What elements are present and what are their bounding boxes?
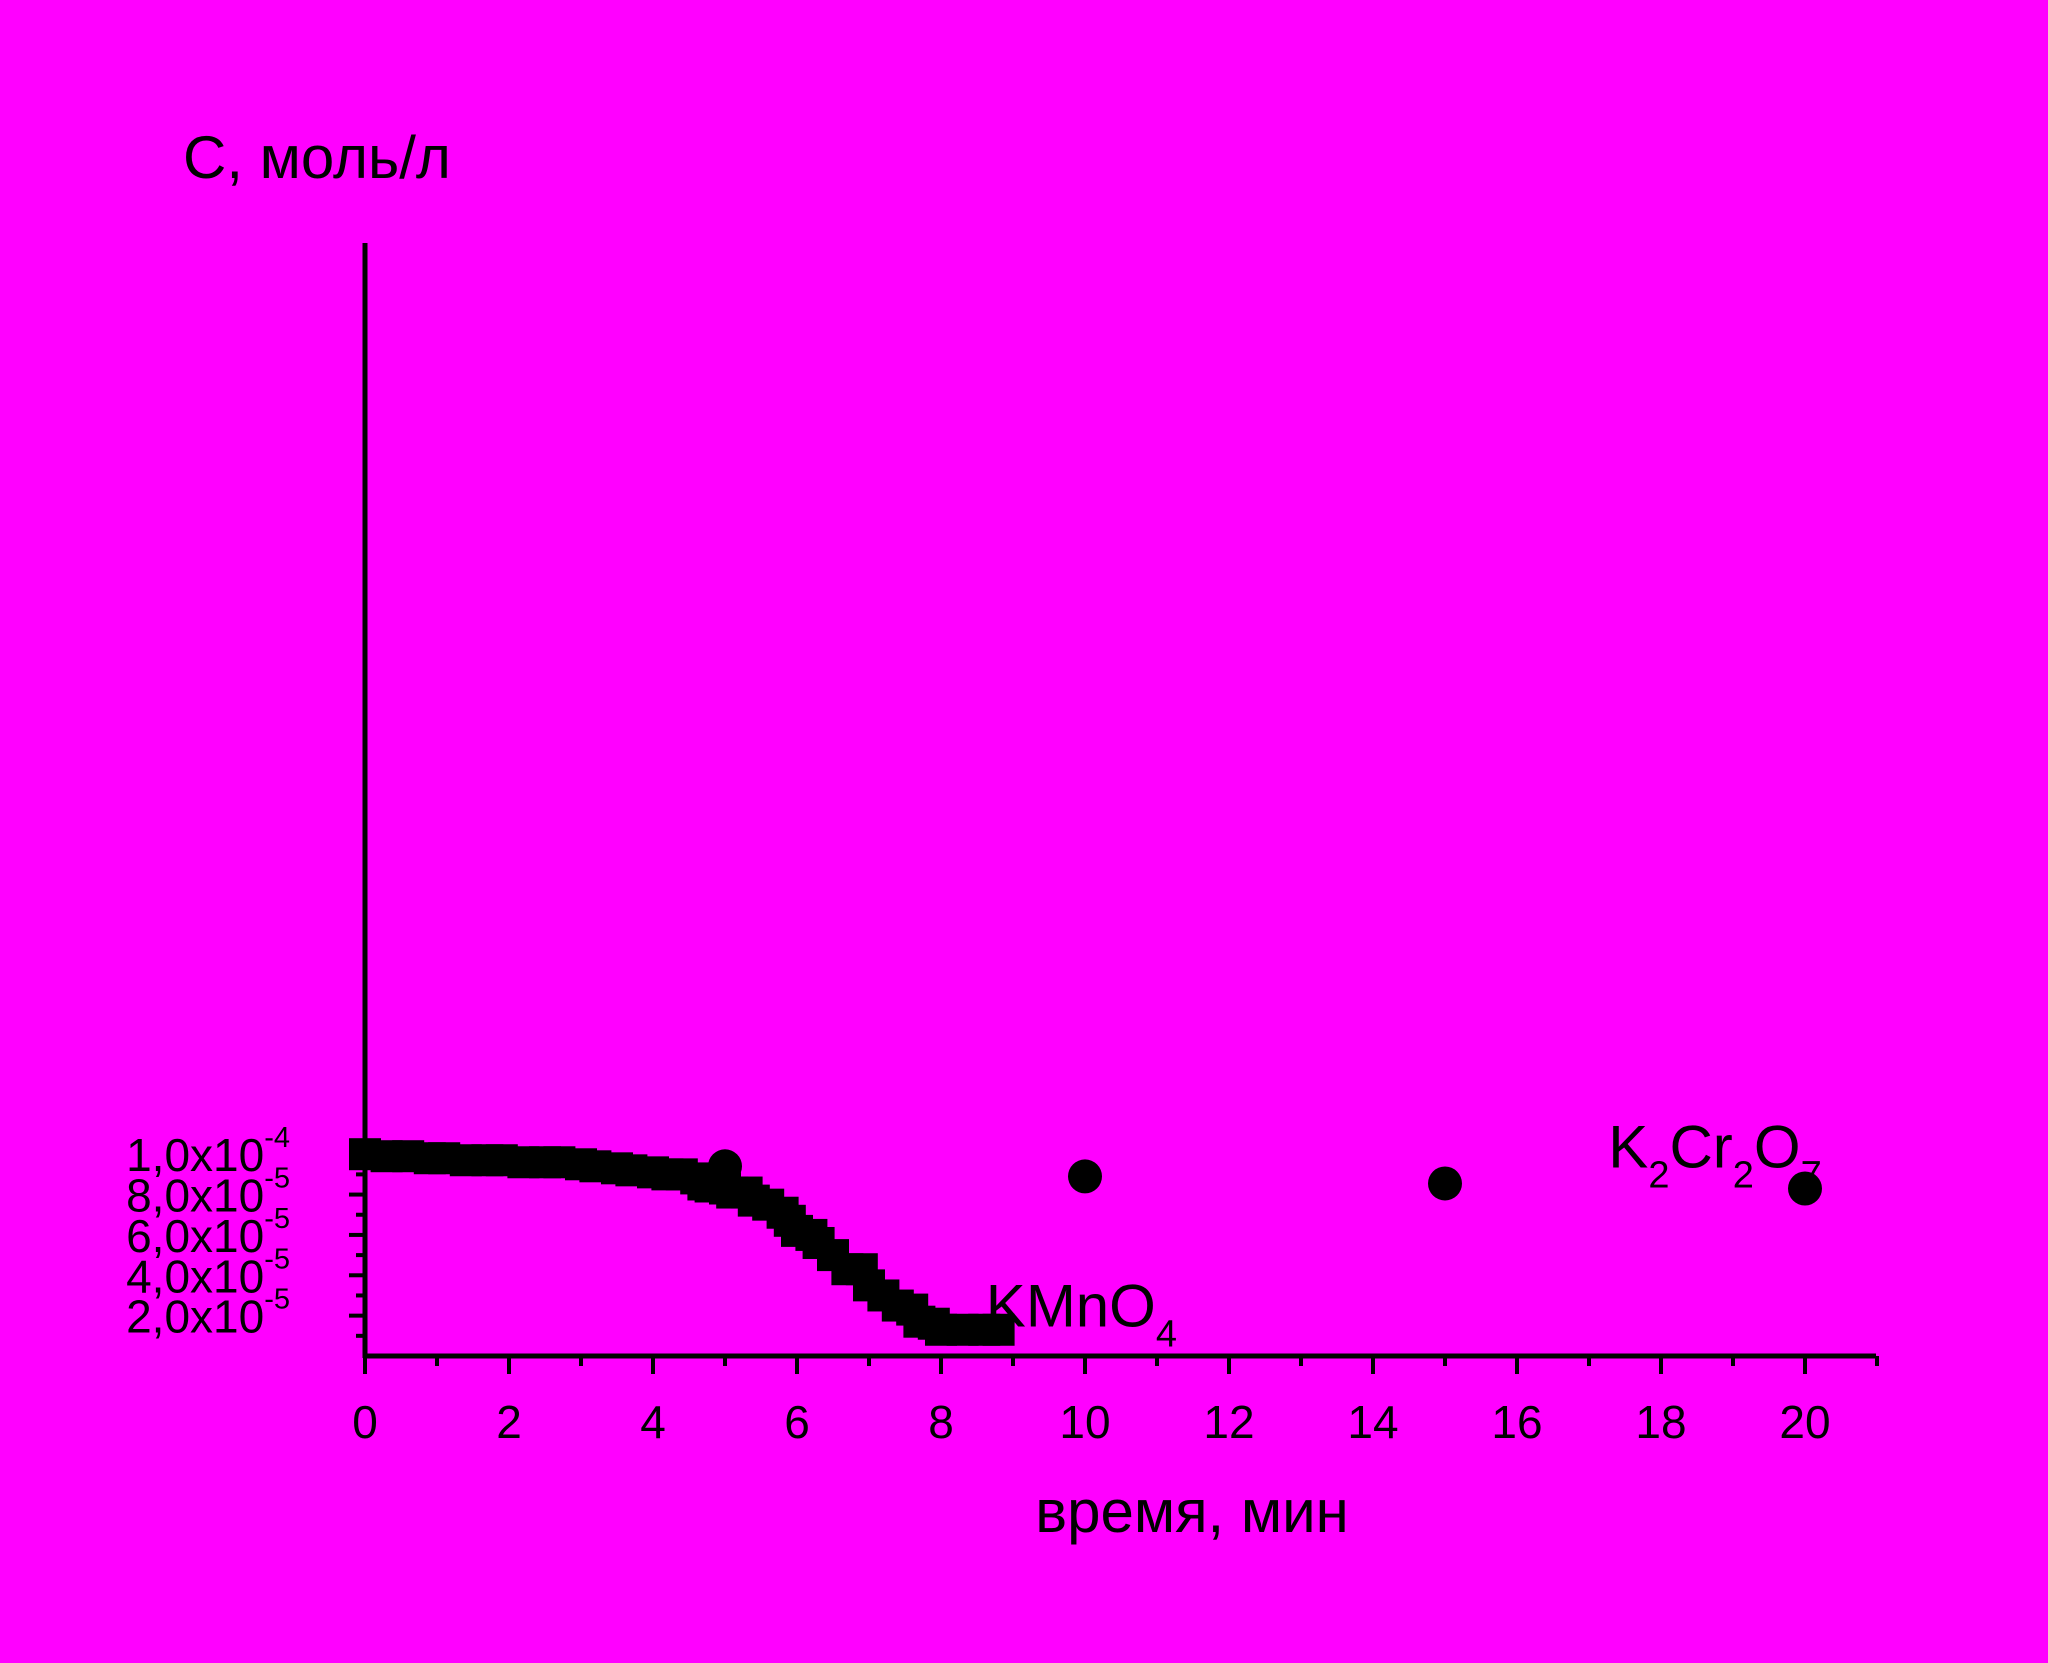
- y-axis-ticks: 2,0x10-54,0x10-56,0x10-58,0x10-51,0x10-4: [126, 1122, 365, 1343]
- axes: [362, 243, 1876, 1359]
- y-tick-label: 1,0x10-4: [126, 1122, 290, 1181]
- x-axis-ticks: 0 2 4 6 8 10 12 14 16 18 20: [352, 1356, 1879, 1448]
- series-2: [708, 1149, 1822, 1206]
- x-tick-label: 0: [352, 1396, 378, 1448]
- y-tick-label: 4,0x10-5: [126, 1243, 290, 1302]
- series-label-1: KMnO4: [986, 1273, 1177, 1356]
- data-point-circle: [1788, 1171, 1822, 1206]
- x-axis-title: время, мин: [1035, 1478, 1349, 1545]
- x-tick-label: 14: [1347, 1396, 1398, 1448]
- series-1: [349, 1138, 1015, 1346]
- y-tick-label: 2,0x10-5: [126, 1284, 290, 1343]
- x-tick-label: 4: [640, 1396, 666, 1448]
- x-tick-label: 12: [1203, 1396, 1254, 1448]
- data-point-circle: [1428, 1166, 1462, 1201]
- data-point-square: [982, 1313, 1015, 1346]
- series-label-2: K2Cr2O7: [1608, 1114, 1821, 1197]
- x-tick-label: 18: [1635, 1396, 1686, 1448]
- y-axis-title: C, моль/л: [183, 124, 451, 191]
- data-point-circle: [1068, 1159, 1102, 1194]
- y-tick-label: 8,0x10-5: [126, 1163, 290, 1222]
- plot-series: [349, 1138, 1822, 1346]
- x-tick-label: 6: [784, 1396, 810, 1448]
- data-point-circle: [708, 1149, 742, 1184]
- x-tick-label: 2: [496, 1396, 522, 1448]
- x-tick-label: 10: [1059, 1396, 1110, 1448]
- x-tick-label: 8: [928, 1396, 954, 1448]
- series-labels: KMnO4 K2Cr2O7: [986, 1114, 1822, 1356]
- x-tick-label: 20: [1779, 1396, 1830, 1448]
- x-tick-label: 16: [1491, 1396, 1542, 1448]
- y-tick-label: 6,0x10-5: [126, 1203, 290, 1262]
